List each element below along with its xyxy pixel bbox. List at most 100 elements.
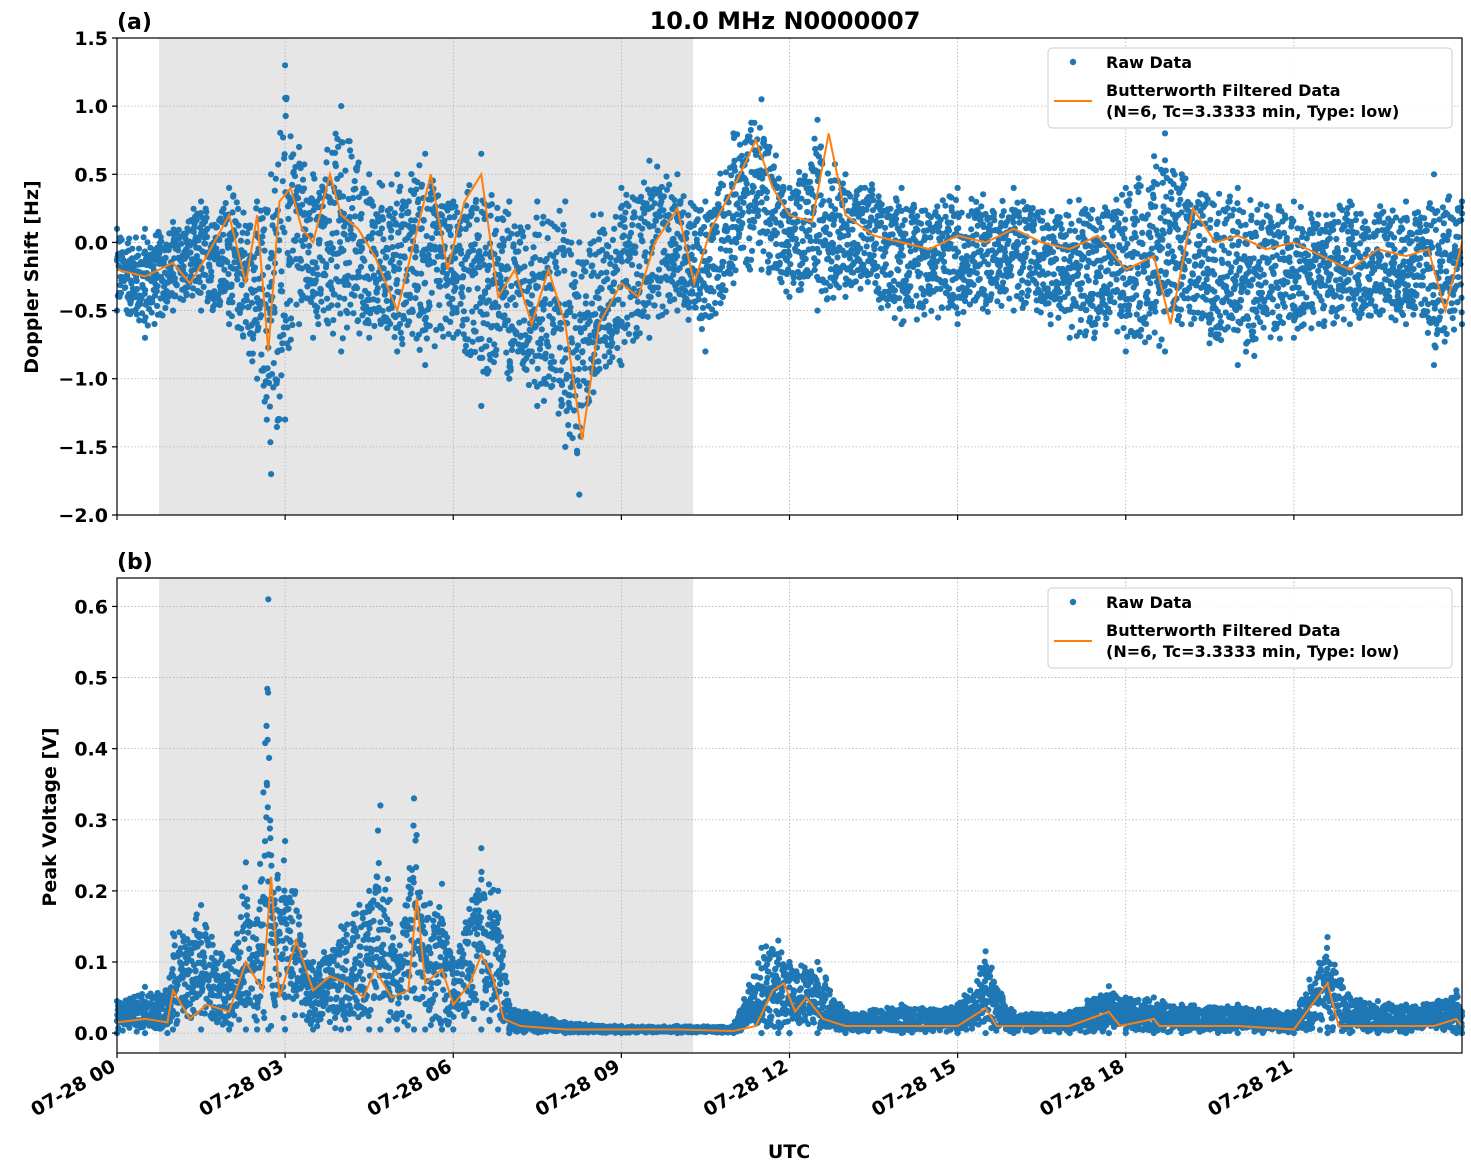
raw-data-point (1308, 325, 1315, 332)
raw-data-point (285, 345, 292, 352)
raw-data-point (1161, 157, 1169, 164)
raw-data-point (1152, 308, 1159, 315)
raw-data-point (1092, 227, 1099, 234)
raw-data-point (1049, 248, 1057, 256)
raw-data-point (666, 292, 673, 299)
raw-data-point (397, 329, 404, 336)
raw-data-point (710, 288, 717, 295)
raw-data-point (401, 254, 408, 261)
raw-data-point (1171, 171, 1178, 178)
raw-data-point (1247, 282, 1254, 289)
raw-data-point (271, 309, 278, 316)
raw-data-point (175, 247, 182, 254)
raw-data-point (1236, 264, 1244, 271)
raw-data-point (1315, 211, 1322, 218)
raw-data-point (447, 231, 454, 239)
raw-data-point (495, 255, 502, 263)
raw-data-point (276, 416, 283, 423)
raw-data-point (268, 371, 276, 378)
raw-data-point (202, 240, 209, 247)
raw-data-point (320, 307, 327, 314)
raw-data-point (796, 168, 803, 176)
raw-data-point (746, 266, 754, 273)
raw-data-point (689, 290, 696, 297)
raw-data-point (204, 225, 211, 232)
raw-data-point (1007, 263, 1014, 270)
raw-data-point (1330, 226, 1337, 233)
raw-data-point (1113, 276, 1120, 283)
raw-data-point (1047, 311, 1054, 318)
raw-data-point (267, 439, 274, 446)
raw-data-point (407, 294, 414, 302)
raw-data-point (274, 377, 281, 384)
raw-data-point (1064, 290, 1072, 297)
raw-data-point (1016, 213, 1023, 220)
raw-data-point (797, 286, 804, 293)
raw-data-point (430, 259, 437, 266)
raw-data-point (829, 185, 836, 192)
raw-data-point (1199, 212, 1206, 219)
raw-data-point (521, 317, 528, 324)
raw-data-point (776, 259, 783, 266)
raw-data-point (778, 222, 785, 229)
raw-data-point (271, 187, 278, 194)
raw-data-point (344, 310, 351, 317)
raw-data-point (571, 313, 578, 320)
raw-data-point (345, 281, 352, 288)
raw-data-point (614, 344, 621, 352)
raw-data-point (314, 304, 321, 311)
raw-data-point (180, 296, 187, 303)
raw-data-point (350, 310, 357, 317)
raw-data-point (352, 185, 359, 192)
raw-data-point (498, 248, 506, 255)
raw-data-point (1131, 208, 1139, 215)
raw-data-point (535, 231, 543, 238)
raw-data-point (984, 308, 991, 315)
raw-data-point (767, 221, 774, 228)
raw-data-point (1232, 282, 1239, 289)
raw-data-point (301, 161, 308, 168)
raw-data-point (1203, 296, 1210, 303)
raw-data-point (299, 176, 307, 183)
raw-data-point (874, 272, 881, 280)
raw-data-point (380, 265, 387, 272)
raw-data-point (328, 286, 336, 293)
raw-data-point (222, 200, 229, 207)
raw-data-point (244, 238, 251, 245)
raw-data-point (908, 303, 916, 310)
raw-data-point (250, 254, 257, 261)
raw-data-point (1057, 220, 1064, 227)
raw-data-point (187, 249, 194, 256)
raw-data-point (942, 202, 949, 209)
raw-data-point (135, 245, 143, 252)
raw-data-point (165, 246, 172, 254)
raw-data-point (562, 355, 569, 362)
raw-data-point (601, 230, 608, 237)
raw-data-point (380, 236, 387, 243)
raw-data-point (1338, 303, 1345, 310)
raw-data-point (621, 224, 628, 231)
raw-data-point (990, 210, 998, 217)
raw-data-point (758, 199, 765, 206)
raw-data-point (1339, 255, 1346, 262)
raw-data-point (294, 232, 301, 239)
raw-data-point (1162, 269, 1170, 276)
raw-data-point (264, 365, 271, 372)
raw-data-point (973, 242, 980, 249)
raw-data-point (1137, 182, 1144, 190)
raw-data-point (520, 233, 527, 240)
raw-data-point (389, 244, 396, 251)
raw-data-point (749, 247, 756, 254)
raw-data-point (293, 301, 300, 308)
raw-data-point (287, 336, 294, 343)
raw-data-point (306, 216, 314, 223)
raw-data-point (308, 195, 315, 203)
raw-data-point (132, 234, 139, 241)
raw-data-point (1022, 299, 1029, 306)
raw-data-point (882, 261, 890, 268)
raw-data-point (647, 277, 655, 284)
raw-data-point (555, 269, 562, 277)
raw-data-point (334, 302, 341, 309)
raw-data-point (849, 226, 856, 233)
raw-data-point (397, 183, 404, 190)
